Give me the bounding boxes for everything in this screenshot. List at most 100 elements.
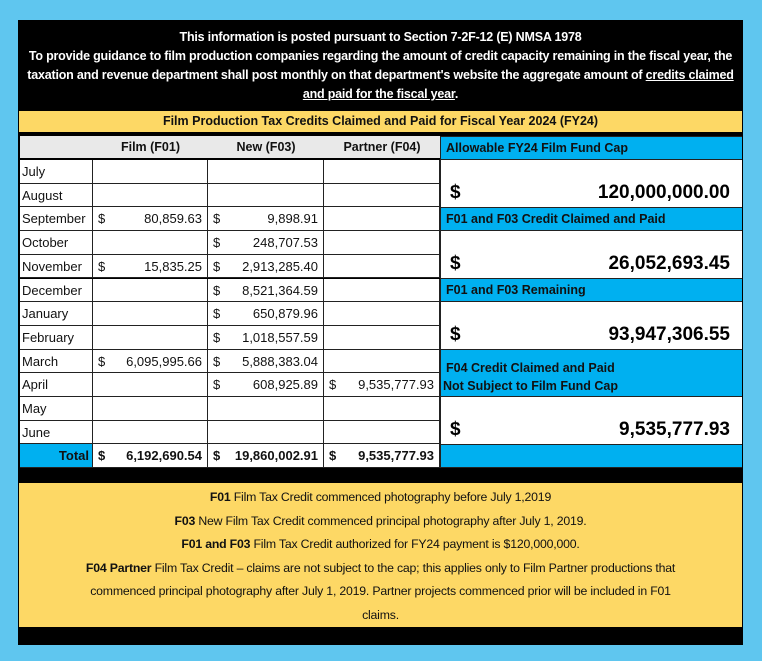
total-f03: $19,860,002.91 (208, 444, 324, 469)
f04-value: 9,535,777.93 (619, 419, 730, 440)
cap-box: $ 120,000,000.00 (440, 160, 742, 208)
amount-cell-f03: $9,898.91 (208, 207, 324, 232)
amount-cell-f01 (93, 302, 208, 326)
remaining-value: 93,947,306.55 (608, 324, 730, 345)
amount-cell-f01 (93, 183, 208, 208)
currency: $ (450, 419, 461, 440)
note-text: New Film Tax Credit commenced principal … (195, 513, 587, 528)
amount-cell-f03: $5,888,383.04 (208, 349, 324, 374)
header-month (20, 136, 93, 158)
amount: 248,707.53 (252, 235, 318, 251)
amount-cell-f03 (208, 160, 324, 184)
amount-cell-f01: $15,835.25 (93, 254, 208, 279)
claimed-value: 26,052,693.45 (608, 253, 730, 274)
currency: $ (450, 324, 461, 345)
currency: $ (213, 235, 221, 251)
amount-cell-f03: $248,707.53 (208, 231, 324, 255)
amount-cell-f03 (208, 420, 324, 445)
amount: 9,898.91 (267, 211, 318, 227)
amount-cell-f03: $1,018,557.59 (208, 325, 324, 350)
amount-cell-f04 (324, 254, 440, 279)
amount: 608,925.89 (252, 377, 318, 393)
notes: F01 Film Tax Credit commenced photograph… (19, 483, 742, 627)
amount-cell-f03: $608,925.89 (208, 373, 324, 397)
amount-cell-f04 (324, 207, 440, 232)
header-f01: Film (F01) (93, 136, 208, 158)
amount-cell-f04 (324, 160, 440, 184)
amount: 6,095,995.66 (126, 353, 202, 369)
amount-cell-f01: $80,859.63 (93, 207, 208, 232)
f04-box: $ 9,535,777.93 (440, 397, 742, 445)
amount-cell-f01 (93, 278, 208, 303)
cap-value: 120,000,000.00 (597, 182, 730, 203)
header-f03: New (F03) (208, 136, 324, 158)
amount-cell-f04 (324, 183, 440, 208)
currency: $ (213, 211, 221, 227)
remaining-box: $ 93,947,306.55 (440, 302, 742, 350)
month-cell: June (20, 420, 93, 445)
note-text: Film Tax Credit authorized for FY24 paym… (250, 537, 580, 551)
note-f03: F03 New Film Tax Credit commenced princi… (19, 510, 742, 534)
amount-cell-f04 (324, 349, 440, 374)
total-filler (440, 445, 742, 468)
currency: $ (213, 353, 221, 369)
currency: $ (98, 448, 106, 464)
currency: $ (98, 211, 106, 227)
amount-cell-f04 (324, 420, 440, 445)
total-f01: $6,192,690.54 (93, 444, 208, 469)
amount: 5,888,383.04 (242, 353, 318, 369)
statute-line: This information is posted pursuant to S… (179, 30, 582, 44)
amount: 6,192,690.54 (126, 448, 202, 464)
f04-label-line2: Not Subject to Film Fund Cap (443, 379, 618, 393)
amount-cell-f04 (324, 302, 440, 326)
amount: 650,879.96 (252, 306, 318, 322)
claimed-box: $ 26,052,693.45 (440, 231, 742, 279)
month-cell: January (20, 302, 93, 326)
currency: $ (329, 377, 337, 393)
f04-label-line1: F04 Credit Claimed and Paid (446, 361, 615, 375)
period: . (454, 87, 459, 101)
amount-cell-f03: $650,879.96 (208, 302, 324, 326)
amount-cell-f03: $8,521,364.59 (208, 278, 324, 303)
note-f01: F01 Film Tax Credit commenced photograph… (19, 486, 742, 510)
month-cell: July (20, 160, 93, 184)
amount: 15,835.25 (144, 258, 202, 274)
amount-cell-f01: $6,095,995.66 (93, 349, 208, 374)
note-term: F04 Partner (85, 560, 152, 575)
note-f04: F04 Partner Film Tax Credit – claims are… (19, 557, 742, 628)
currency: $ (213, 377, 221, 393)
remaining-label: F01 and F03 Remaining (440, 279, 742, 302)
note-term: F01 and F03 (181, 537, 251, 551)
amount-cell-f04 (324, 278, 440, 303)
month-cell: February (20, 325, 93, 350)
month-cell: May (20, 397, 93, 421)
currency: $ (450, 182, 461, 203)
amount-cell-f04 (324, 397, 440, 421)
amount-cell-f01 (93, 160, 208, 184)
currency: $ (213, 448, 221, 464)
currency: $ (213, 306, 221, 322)
guidance-text: To provide guidance to film production c… (27, 49, 733, 82)
amount: 9,535,777.93 (358, 448, 434, 464)
currency: $ (450, 253, 461, 274)
credits-link-text: credits claimed and paid for the fiscal … (302, 68, 734, 101)
amount: 80,859.63 (144, 211, 202, 227)
amount-cell-f03 (208, 397, 324, 421)
amount-cell-f01 (93, 231, 208, 255)
currency: $ (213, 329, 221, 345)
statute-notice: This information is posted pursuant to S… (18, 28, 743, 104)
amount-cell-f04 (324, 325, 440, 350)
month-cell: October (20, 231, 93, 255)
table-title: Film Production Tax Credits Claimed and … (19, 111, 742, 132)
amount: 19,860,002.91 (234, 448, 318, 464)
month-cell: November (20, 254, 93, 279)
currency: $ (213, 282, 221, 298)
currency: $ (213, 258, 221, 274)
amount-cell-f04 (324, 231, 440, 255)
amount-cell-f01 (93, 325, 208, 350)
f04-label: F04 Credit Claimed and Paid Not Subject … (440, 350, 742, 397)
note-term: F01 (209, 490, 231, 504)
amount: 2,913,285.40 (242, 258, 318, 274)
amount-cell-f01 (93, 373, 208, 397)
amount-cell-f01 (93, 420, 208, 445)
